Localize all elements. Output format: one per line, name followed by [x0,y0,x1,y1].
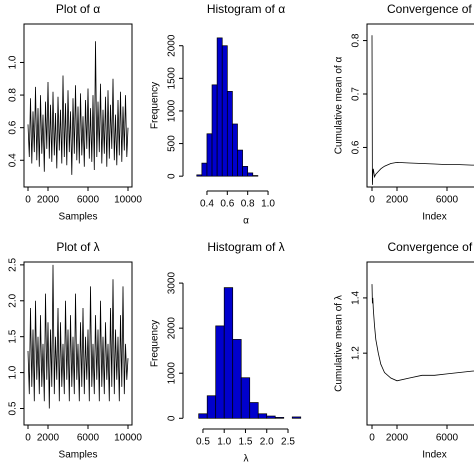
y-tick-label: 1000 [167,99,178,122]
bar [215,325,225,419]
bar [211,84,218,177]
x-tick-label: 6000 [77,433,100,444]
x-tick-label: 6000 [436,195,459,206]
bar [232,123,238,177]
y-axis-label: Frequency [150,82,161,129]
y-tick-label: 1.0 [8,365,19,379]
y-tick-label: 0.6 [351,140,362,154]
x-axis-label: Samples [59,450,98,461]
bar [249,402,259,419]
y-tick-label: 1500 [167,67,178,90]
bar [216,37,223,177]
bar [226,91,233,177]
chart-title: Convergence of α [387,2,474,16]
y-tick-label: 1.0 [8,55,19,69]
y-tick-label: 0.4 [8,153,19,167]
bar [266,415,276,419]
y-tick-label: 2000 [167,34,178,57]
chart-title: Histogram of λ [207,240,284,254]
y-axis-label: Frequency [150,320,161,367]
x-axis-label: Index [422,212,446,223]
x-tick-label: 2.5 [281,437,295,448]
bar [257,413,268,419]
y-axis-label: Cumulative mean of α [334,57,345,155]
y-tick-label: 0.8 [8,88,19,102]
y-tick-label: 0.7 [351,87,362,101]
bar [198,413,208,419]
bar [252,175,259,177]
x-tick-label: 1.0 [217,437,231,448]
data-line [27,264,129,409]
y-tick-label: 3000 [167,272,178,295]
x-tick-label: 0 [369,195,375,206]
chart-title: Convergence of λ [387,240,474,254]
x-tick-label: 0.5 [196,437,210,448]
y-tick-label: 0.8 [351,33,362,47]
x-tick-label: 10000 [114,433,142,444]
y-tick-label: 2.0 [8,293,19,307]
bar [247,172,254,177]
y-tick-label: 1.4 [351,291,362,305]
bar [240,377,251,419]
y-tick-label: 1.2 [351,346,362,360]
x-axis-label: α [243,216,249,227]
x-tick-label: 0 [25,195,31,206]
x-tick-label: 2.0 [260,437,274,448]
x-tick-label: 0 [25,433,31,444]
y-tick-label: 1.5 [8,329,19,343]
plot-box [366,261,474,426]
data-line [27,41,129,175]
bar [206,395,217,419]
bar [201,162,208,177]
x-tick-label: 2000 [386,195,409,206]
x-tick-label: 1.0 [261,199,275,210]
x-tick-label: 0 [369,433,375,444]
plot-box [366,23,474,188]
y-tick-label: 0.5 [8,401,19,415]
data-line [371,284,474,382]
x-tick-label: 0.8 [241,199,255,210]
chart-title: Histogram of α [207,2,285,16]
x-axis-label: Index [422,450,446,461]
chart-title: Plot of α [56,2,100,16]
y-tick-label: 1000 [167,362,178,385]
bar [242,166,249,177]
bar [221,45,228,177]
plot-box [23,261,133,426]
bar [291,416,302,419]
bar [223,287,234,419]
x-tick-label: 2000 [386,433,409,444]
x-tick-label: 0.4 [200,199,214,210]
x-tick-label: 6000 [77,195,100,206]
bar [274,417,285,419]
y-tick-label: 2000 [167,317,178,340]
data-line [371,35,474,185]
x-tick-label: 10000 [114,195,142,206]
x-axis-label: Samples [59,212,98,223]
x-tick-label: 0.6 [220,199,234,210]
bar [196,174,203,177]
y-axis-label: Cumulative mean of λ [334,295,345,392]
y-tick-label: 0 [167,415,178,421]
y-tick-label: 500 [167,135,178,152]
y-tick-label: 0.6 [8,120,19,134]
y-tick-label: 0 [167,173,178,179]
x-tick-label: 6000 [436,433,459,444]
x-tick-label: 2000 [37,433,60,444]
y-tick-label: 2.5 [8,257,19,271]
x-tick-label: 2000 [37,195,60,206]
bar [232,339,242,419]
bar [206,133,213,177]
bar [237,149,243,177]
plot-box [23,23,133,188]
x-axis-label: λ [244,454,249,465]
x-tick-label: 1.5 [239,437,253,448]
chart-title: Plot of λ [56,240,99,254]
